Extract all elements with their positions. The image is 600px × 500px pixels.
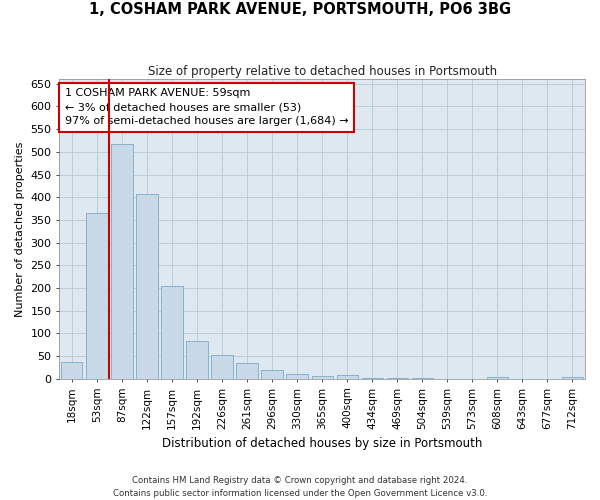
Bar (337, 376, 358, 379)
Bar (236, 363, 258, 379)
Bar (412, 378, 433, 379)
Text: 1, COSHAM PARK AVENUE, PORTSMOUTH, PO6 3BG: 1, COSHAM PARK AVENUE, PORTSMOUTH, PO6 3… (89, 2, 511, 18)
Bar (262, 370, 283, 379)
Bar (362, 378, 383, 379)
Text: 1 COSHAM PARK AVENUE: 59sqm
← 3% of detached houses are smaller (53)
97% of semi: 1 COSHAM PARK AVENUE: 59sqm ← 3% of deta… (65, 88, 348, 126)
X-axis label: Distribution of detached houses by size in Portsmouth: Distribution of detached houses by size … (162, 437, 482, 450)
Bar (562, 376, 583, 379)
Bar (286, 374, 308, 379)
Bar (211, 355, 233, 379)
Bar (61, 362, 82, 379)
Y-axis label: Number of detached properties: Number of detached properties (15, 142, 25, 316)
Bar (187, 341, 208, 379)
Bar (386, 378, 408, 379)
Title: Size of property relative to detached houses in Portsmouth: Size of property relative to detached ho… (148, 65, 497, 78)
Bar (86, 213, 107, 379)
Bar (487, 376, 508, 379)
Bar (161, 286, 182, 379)
Text: Contains HM Land Registry data © Crown copyright and database right 2024.
Contai: Contains HM Land Registry data © Crown c… (113, 476, 487, 498)
Bar (111, 144, 133, 379)
Bar (311, 376, 333, 379)
Bar (136, 194, 158, 379)
